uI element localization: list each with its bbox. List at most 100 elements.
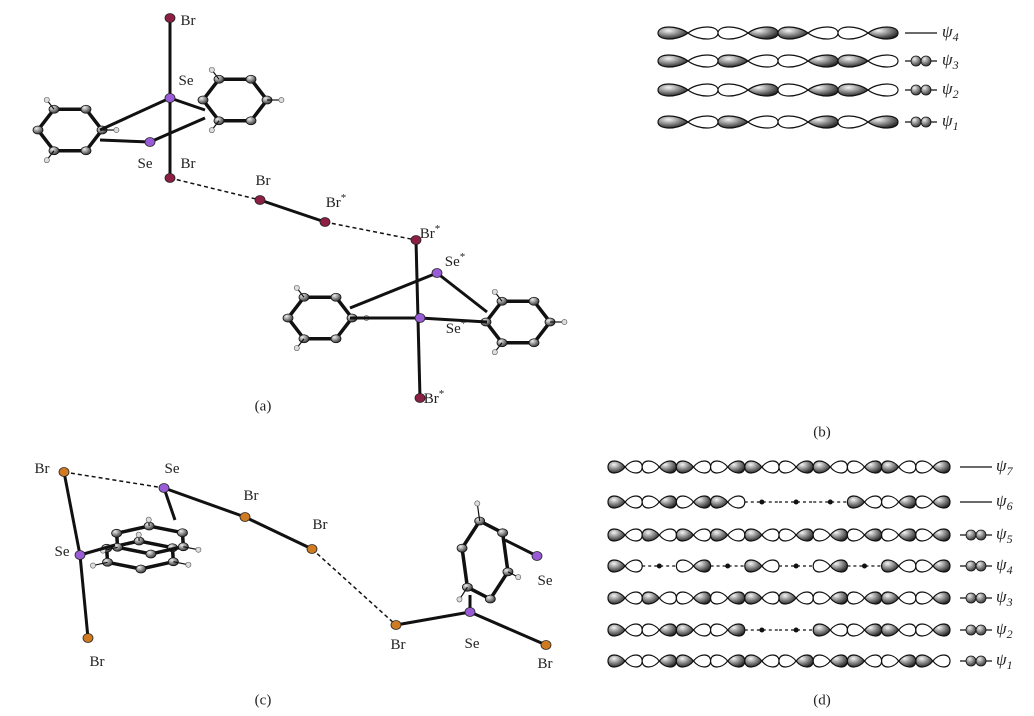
psi-symbol: ψ xyxy=(996,555,1007,574)
orbital-lobe xyxy=(748,84,778,96)
orbital-lobe xyxy=(676,560,693,572)
orbital-lobe xyxy=(608,496,625,508)
atom xyxy=(165,174,175,183)
atom xyxy=(159,484,169,493)
orbital-lobe xyxy=(847,592,864,604)
orbital-lobe xyxy=(916,592,933,604)
bond xyxy=(245,517,312,549)
orbital-lobe xyxy=(838,116,868,128)
orbital-lobe xyxy=(718,27,748,39)
node-dot xyxy=(759,628,764,633)
level-label: ψ7 xyxy=(996,456,1014,478)
orbital-lobe xyxy=(711,496,728,508)
orbital-lobe xyxy=(882,461,899,473)
orbital-lobe xyxy=(688,27,718,39)
hydrogen-atom xyxy=(279,97,284,102)
electron xyxy=(921,85,931,95)
orbital-lobe xyxy=(882,655,899,667)
orbital-lobe xyxy=(868,84,898,96)
node-dot xyxy=(759,500,764,505)
orbital-lobe xyxy=(779,529,796,541)
orbital-lobe xyxy=(933,529,950,541)
electron xyxy=(966,625,976,635)
atom-superscript: * xyxy=(341,192,347,204)
orbital-lobe xyxy=(658,116,688,128)
orbital-lobe xyxy=(882,560,899,572)
orbital-lobe xyxy=(865,496,882,508)
panel-label: (d) xyxy=(813,692,831,708)
electron xyxy=(911,85,921,95)
orbital-lobe xyxy=(676,461,693,473)
orbital-lobe xyxy=(608,624,625,636)
node-dot xyxy=(725,564,730,569)
carbon-atom xyxy=(331,293,341,301)
contact xyxy=(170,178,260,200)
orbital-lobe xyxy=(813,529,830,541)
hydrogen-atom xyxy=(44,158,49,163)
atom xyxy=(465,608,475,617)
orbital-lobe xyxy=(778,116,808,128)
level-label: ψ3 xyxy=(942,50,959,72)
orbital-lobe xyxy=(642,496,659,508)
atom-label: Br xyxy=(181,13,196,29)
node-dot xyxy=(794,628,799,633)
orbital-lobe xyxy=(625,461,642,473)
orbital-lobe xyxy=(899,529,916,541)
atom-symbol: Se xyxy=(55,544,70,560)
orbital-lobe xyxy=(865,592,882,604)
orbital-lobe xyxy=(882,592,899,604)
orbital-lobe xyxy=(916,560,933,572)
orbital-lobe xyxy=(642,655,659,667)
hydrogen-atom xyxy=(114,127,119,132)
atom-symbol: Se xyxy=(165,461,180,477)
atom-symbol: Br xyxy=(326,195,341,211)
orbital-lobe xyxy=(694,655,711,667)
orbital-lobe xyxy=(813,624,830,636)
carbon-atom xyxy=(136,565,146,573)
orbital-lobe xyxy=(642,529,659,541)
orbital-lobe xyxy=(916,655,933,667)
electron xyxy=(966,561,976,571)
orbital-lobe xyxy=(748,116,778,128)
orbital-lobe xyxy=(882,496,899,508)
carbon-atom xyxy=(177,529,187,537)
orbital-lobe xyxy=(659,624,676,636)
atom xyxy=(240,513,250,522)
hydrogen-atom xyxy=(475,501,480,506)
orbital-lobe xyxy=(658,84,688,96)
orbital-lobe xyxy=(745,529,762,541)
panel-label: (a) xyxy=(255,398,272,414)
orbital-lobe xyxy=(847,529,864,541)
electron xyxy=(911,56,921,66)
orbital-lobe xyxy=(676,624,693,636)
orbital-lobe xyxy=(808,116,838,128)
carbon-atom xyxy=(112,529,122,537)
psi-subscript: 2 xyxy=(1007,627,1013,641)
orbital-lobe xyxy=(694,529,711,541)
orbital-lobe xyxy=(796,655,813,667)
orbital-lobe xyxy=(838,27,868,39)
carbon-atom xyxy=(331,335,341,343)
orbital-lobe xyxy=(899,496,916,508)
electron xyxy=(976,656,986,666)
bond xyxy=(80,555,88,638)
orbital-lobe xyxy=(748,55,778,67)
orbital-lobe xyxy=(830,592,847,604)
orbital-lobe xyxy=(813,592,830,604)
orbital-lobe xyxy=(762,461,779,473)
orbital-lobe xyxy=(808,84,838,96)
orbital-lobe xyxy=(830,655,847,667)
orbital-lobe xyxy=(718,55,748,67)
atom xyxy=(320,218,330,227)
carbon-atom xyxy=(33,126,43,134)
psi-subscript: 3 xyxy=(952,58,959,72)
bond xyxy=(350,273,437,308)
orbital-lobe xyxy=(865,655,882,667)
atom-symbol: Se xyxy=(538,573,553,589)
carbon-atom xyxy=(457,544,467,552)
orbital-lobe xyxy=(808,27,838,39)
orbital-lobe xyxy=(608,461,625,473)
atom-symbol: Br xyxy=(391,637,406,653)
atom-symbol: Br xyxy=(35,461,50,477)
atom-label: Br xyxy=(538,656,553,672)
